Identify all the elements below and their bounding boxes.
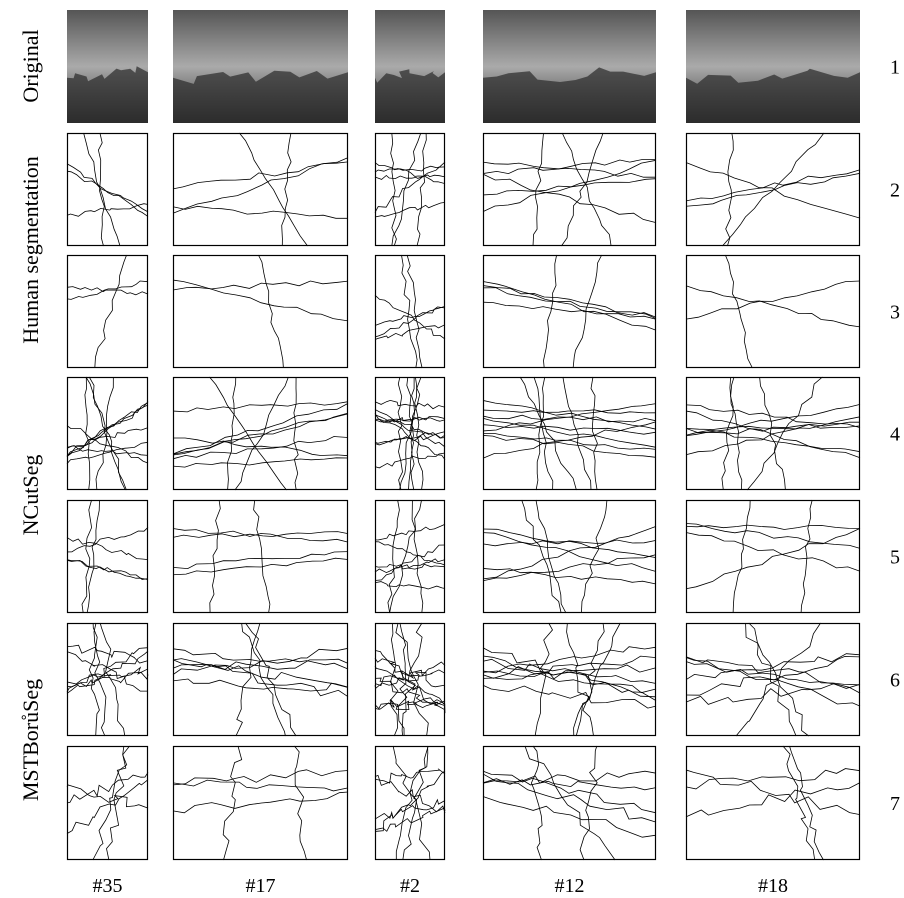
row-number: 1 (890, 57, 900, 79)
row-number: 5 (890, 547, 900, 569)
segmentation-panel (687, 256, 860, 368)
row-label: Human segmentation (18, 156, 43, 344)
segmentation-panel (68, 747, 148, 860)
figure: Original Human segmentation NCutSeg MSTB… (0, 0, 904, 898)
column-label: #17 (246, 875, 276, 897)
row-number: 3 (890, 302, 900, 324)
segmentation-panel (687, 134, 860, 246)
segmentation-panel (68, 378, 148, 490)
segmentation-panel (376, 624, 445, 736)
segmentation-panel (174, 501, 348, 613)
column-label: #35 (93, 875, 123, 897)
segmentation-panel (484, 747, 656, 860)
segmentation-panel (484, 501, 656, 613)
row-number: 2 (890, 180, 900, 202)
segmentation-panel (376, 501, 445, 613)
segmentation-panel (484, 134, 656, 246)
row-label: MSTBorůSeg (18, 679, 43, 801)
row-number: 6 (890, 670, 900, 692)
photo-shape (686, 69, 860, 123)
segmentation-panel (174, 134, 348, 246)
segmentation-panel (376, 256, 445, 368)
segmentation-panel (174, 256, 348, 368)
column-label: #18 (758, 875, 788, 897)
segmentation-panel (174, 624, 348, 736)
segmentation-panel (376, 134, 445, 246)
segmentation-panel (68, 256, 148, 368)
column-label: #2 (400, 875, 420, 897)
segmentation-panel (68, 501, 148, 613)
row-label: NCutSeg (18, 455, 43, 536)
segmentation-panel (68, 134, 148, 246)
row-number: 7 (890, 793, 900, 815)
row-label: Original (18, 29, 43, 102)
column-label: #12 (555, 875, 585, 897)
row-number: 4 (890, 424, 900, 446)
segmentation-panel (484, 378, 656, 490)
segmentation-panel (687, 747, 860, 860)
panel-grid (67, 10, 860, 860)
photo-shape (375, 69, 445, 123)
segmentation-panel (68, 624, 148, 736)
